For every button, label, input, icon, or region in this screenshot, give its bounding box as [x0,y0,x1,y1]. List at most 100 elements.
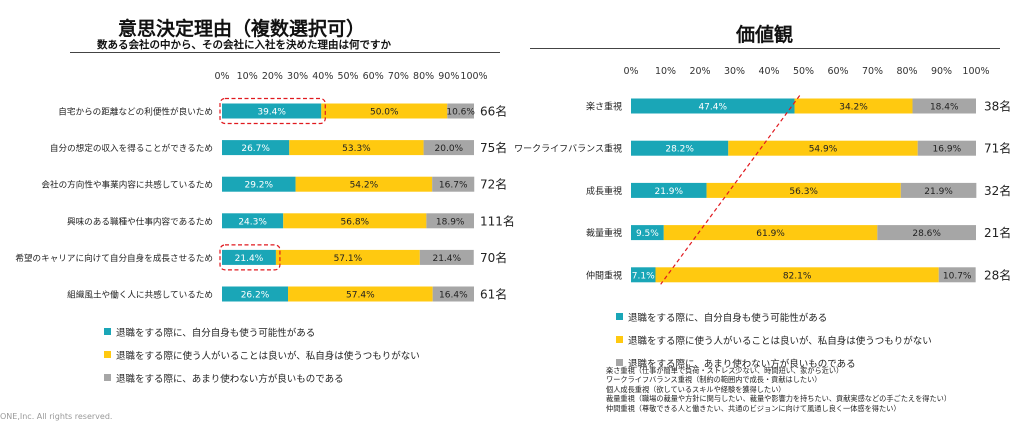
legend-swatch-gray [616,359,623,366]
category-label: 成長重視 [586,185,622,197]
left-chart-title: 意思決定理由（複数選択可） [118,18,366,40]
legend-swatch-teal [104,328,111,335]
bar-segment [900,182,977,198]
left-title-rule [70,52,500,53]
category-label: 自分の想定の収入を得ることができるため [50,142,213,154]
bar-value-label: 10.6% [446,108,475,118]
x-tick-label: 80% [896,66,917,77]
bar-segment [631,140,729,156]
respondent-count: 21名 [984,225,1011,240]
bar-segment [706,182,901,198]
bar-value-label: 20.0% [435,144,464,154]
legend-item: 退職をする際に、あまり使わない方が良いものである [616,351,932,374]
x-tick-label: 50% [337,71,358,82]
bar-segment [912,98,976,114]
x-tick-label: 100% [460,71,487,82]
bar-segment [222,176,296,192]
category-label: ワークライフバランス重視 [514,143,622,155]
bar-value-label: 21.9% [924,187,953,197]
bar-segment [631,98,795,114]
note-line: ワークライフバランス重視（制約の範囲内で成長・貢献はしたい） [606,375,822,385]
bar-value-label: 61.9% [756,229,785,239]
bar-value-label: 26.7% [241,144,270,154]
bar-segment [663,225,878,241]
legend-item: 退職をする際に使う人がいることは良いが、私自身は使うつもりがない [616,328,932,351]
right-bar-chart: 0% 10% 20% 30% 40% 50% 60% 70% 80% 90% 100% 楽さ重視 47.… [514,66,1011,285]
bar-segment [222,103,322,119]
bar-segment [728,140,918,156]
right-chart-title: 価値観 [736,24,794,46]
bar-segment [321,103,448,119]
legend-swatch-yellow [616,336,623,343]
bar-value-label: 16.9% [933,145,962,155]
x-tick-label: 40% [312,71,333,82]
bar-segment [419,249,474,265]
respondent-count: 66名 [480,104,507,119]
bar-segment [432,286,474,302]
category-label: 興味のある職種や仕事内容であるため [67,215,213,227]
note-line: 楽さ重視（仕事が簡単で負荷・ストレス少ない、時間短い、家から近い） [606,366,844,375]
legend-item: 退職をする際に、自分自身も使う可能性がある [104,320,420,343]
bar-segment [655,267,939,283]
bar-value-label: 50.0% [370,108,399,118]
respondent-count: 72名 [480,177,507,192]
category-label: 仲間重視 [586,269,622,281]
left-legend: 退職をする際に、自分自身も使う可能性がある 退職をする際に使う人がいることは良い… [104,320,420,389]
bar-segment [794,98,913,114]
bar-segment [938,267,976,283]
bar-value-label: 21.4% [432,254,461,264]
legend-swatch-gray [104,374,111,381]
respondent-count: 70名 [480,250,507,265]
x-tick-label: 70% [862,66,883,77]
respondent-count: 32名 [984,183,1011,198]
bar-segment [222,249,276,265]
x-tick-label: 60% [363,71,384,82]
respondent-count: 38名 [984,99,1011,114]
bar-value-label: 54.2% [350,181,379,191]
left-bar-chart: 0% 10% 20% 30% 40% 50% 60% 70% 80% 90% 100% 自宅からの距離… [15,71,515,302]
left-chart-panel: 意思決定理由（複数選択可） 数ある会社の中から、その会社に入社を決めた理由は何で… [0,18,515,421]
bar-value-label: 24.3% [238,217,267,227]
respondent-count: 71名 [984,141,1011,156]
right-legend: 退職をする際に、自分自身も使う可能性がある 退職をする際に使う人がいることは良い… [616,305,932,374]
bar-value-label: 57.1% [334,254,363,264]
bar-value-label: 21.9% [654,187,683,197]
legend-item: 退職をする際に使う人がいることは良いが、私自身は使うつもりがない [104,343,420,366]
bar-segment [283,213,427,229]
x-tick-label: 90% [931,66,952,77]
bar-segment [222,140,290,156]
legend-label: 退職をする際に、自分自身も使う可能性がある [628,312,828,324]
bar-value-label: 28.2% [665,145,694,155]
bar-value-label: 18.9% [436,217,465,227]
x-tick-label: 50% [793,66,814,77]
bar-segment [295,176,433,192]
copyright: ONE,Inc. All rights reserved. [0,412,113,421]
bar-segment [222,286,289,302]
x-tick-label: 70% [388,71,409,82]
bar-value-label: 7.1% [632,271,655,281]
legend-label: 退職をする際に、あまり使わない方が良いものである [116,373,344,385]
bar-value-label: 57.4% [346,291,375,301]
x-tick-label: 30% [287,71,308,82]
bar-segment [631,182,707,198]
x-tick-label: 10% [655,66,676,77]
right-chart-panel: 価値観 0% 10% 20% 30% 40% 50% 60% 70% 80% 90% 100% 楽さ重… [514,0,1024,424]
bar-segment [288,286,433,302]
x-tick-label: 90% [438,71,459,82]
x-tick-label: 10% [237,71,258,82]
bar-segment [423,140,474,156]
respondent-count: 61名 [480,287,507,302]
bar-segment [877,225,976,241]
legend-label: 退職をする際に、自分自身も使う可能性がある [116,327,316,339]
legend-swatch-teal [616,313,623,320]
note-line: 個人成長重視（欲しているスキルや経験を獲得したい） [606,384,786,394]
bar-value-label: 28.6% [912,229,941,239]
bar-value-label: 16.7% [439,181,468,191]
bar-segment [631,267,656,283]
bar-value-label: 10.7% [943,271,972,281]
bar-value-label: 56.3% [789,187,818,197]
right-title-rule [530,48,1000,49]
bar-value-label: 29.2% [244,181,273,191]
note-line: 裁量重視（職場の裁量や方針に関与したい、裁量や影響力を持ちたい、貢献実感などの手… [606,394,952,404]
legend-item: 退職をする際に、自分自身も使う可能性がある [616,305,932,328]
